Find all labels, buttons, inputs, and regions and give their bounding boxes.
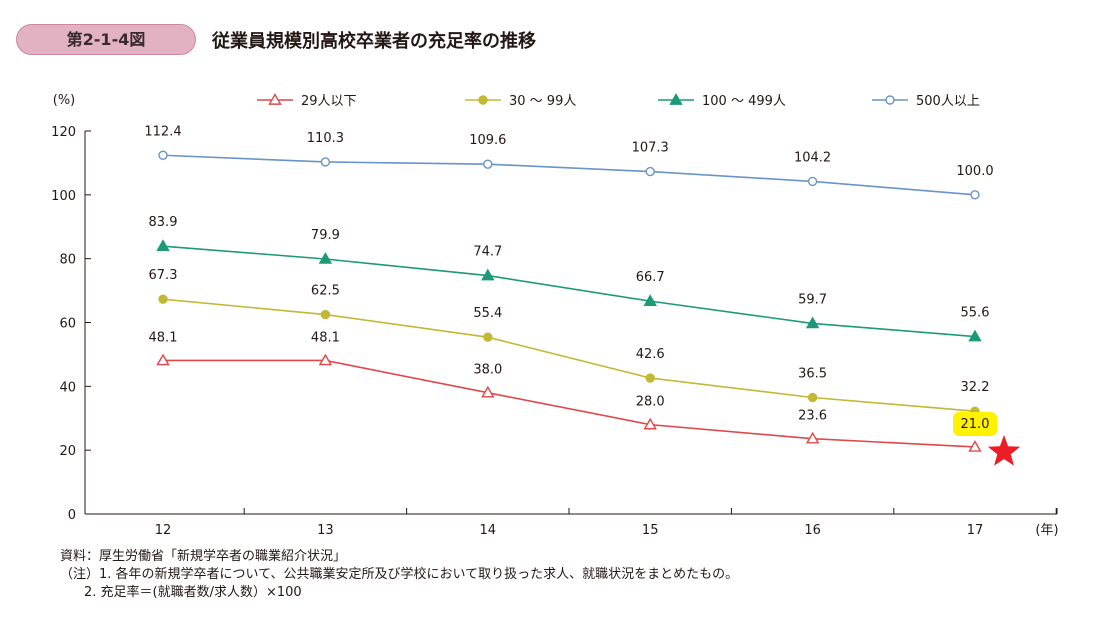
data-label: 23.6 bbox=[798, 409, 827, 424]
data-point bbox=[807, 392, 818, 403]
x-tick-label: 13 bbox=[317, 523, 334, 538]
data-point bbox=[483, 332, 493, 342]
legend-marker bbox=[268, 93, 282, 105]
data-label: 55.4 bbox=[473, 306, 502, 321]
data-point bbox=[158, 294, 168, 304]
y-axis-title: (%) bbox=[53, 93, 76, 108]
data-label: 55.6 bbox=[961, 306, 990, 321]
data-label: 62.5 bbox=[311, 284, 340, 299]
data-label: 21.0 bbox=[961, 417, 990, 432]
data-point bbox=[807, 176, 818, 187]
note-2: 2. 充足率＝(就職者数/求人数）×100 bbox=[84, 585, 302, 600]
data-label: 74.7 bbox=[473, 245, 502, 260]
series-line bbox=[162, 154, 976, 196]
chart-data-labels: 48.1 48.1 38.0 28.0 23.6 21.0 67.3 62.5 55.4 42.6… bbox=[144, 124, 997, 436]
line-chart: 0 20 40 60 80 100 120 (%) 12 13 14 15 16 17 (年) 29人以下 3… bbox=[51, 93, 1058, 538]
data-point bbox=[805, 431, 820, 444]
data-label: 38.0 bbox=[473, 363, 502, 378]
y-tick-label: 20 bbox=[59, 444, 76, 459]
y-tick-label: 0 bbox=[68, 508, 76, 523]
figure-number-badge: 第2-1-4図 bbox=[16, 24, 196, 55]
data-label: 112.4 bbox=[144, 124, 181, 139]
data-point bbox=[643, 417, 657, 430]
data-label: 107.3 bbox=[632, 141, 669, 156]
note-1: （注）1. 各年の新規学卒者について、公共職業安定所及び学校において取り扱った求… bbox=[60, 567, 739, 582]
data-label: 66.7 bbox=[636, 270, 665, 285]
data-label: 109.6 bbox=[469, 133, 506, 148]
data-label: 110.3 bbox=[307, 131, 344, 146]
data-point bbox=[643, 294, 657, 306]
chart-series bbox=[156, 150, 982, 452]
data-point bbox=[968, 329, 982, 342]
x-tick-label: 14 bbox=[480, 523, 497, 538]
legend-marker bbox=[478, 95, 488, 105]
legend-label: 29人以下 bbox=[301, 94, 357, 109]
figure-title: 従業員規模別高校卒業者の充足率の推移 bbox=[212, 31, 536, 52]
data-label: 67.3 bbox=[149, 268, 178, 283]
data-point bbox=[481, 268, 495, 281]
chart-axes: 0 20 40 60 80 100 120 (%) 12 13 14 15 16 17 (年) bbox=[51, 93, 1058, 538]
data-label: 100.0 bbox=[956, 164, 993, 179]
series-line bbox=[163, 359, 976, 448]
legend-marker bbox=[885, 95, 895, 105]
highlight-box bbox=[953, 411, 997, 436]
data-point bbox=[970, 190, 980, 200]
data-point bbox=[156, 353, 170, 366]
data-label: 48.1 bbox=[149, 330, 178, 345]
x-axis-title: (年) bbox=[1035, 523, 1058, 538]
y-tick-label: 120 bbox=[51, 125, 76, 140]
y-tick-label: 60 bbox=[59, 317, 76, 332]
chart-annotations bbox=[987, 435, 1021, 466]
chart-legend: 29人以下 30 ～ 99人 100 ～ 499人 500人以上 bbox=[257, 93, 980, 109]
x-tick-label: 12 bbox=[155, 523, 172, 538]
series-line bbox=[162, 245, 976, 338]
x-tick-label: 17 bbox=[967, 523, 984, 538]
data-point bbox=[318, 252, 333, 264]
data-point bbox=[805, 316, 820, 329]
y-tick-label: 40 bbox=[59, 380, 76, 395]
legend-label: 100 ～ 499人 bbox=[702, 94, 786, 109]
legend-label: 30 ～ 99人 bbox=[509, 94, 576, 109]
data-label: 59.7 bbox=[798, 292, 827, 307]
data-label: 104.2 bbox=[794, 150, 831, 165]
data-point bbox=[156, 239, 170, 252]
figure-notes: 資料：厚生労働省「新規学卒者の職業紹介状況」 （注）1. 各年の新規学卒者につい… bbox=[60, 548, 738, 602]
data-label: 79.9 bbox=[311, 228, 340, 243]
data-point bbox=[645, 166, 655, 177]
data-label: 28.0 bbox=[636, 395, 665, 410]
star-icon bbox=[987, 435, 1021, 466]
data-point bbox=[968, 440, 982, 452]
data-label: 83.9 bbox=[149, 215, 178, 230]
data-point bbox=[483, 159, 493, 169]
data-label: 48.1 bbox=[311, 330, 340, 345]
data-point bbox=[318, 353, 333, 366]
y-tick-label: 100 bbox=[51, 189, 76, 204]
data-point bbox=[158, 150, 168, 160]
data-point bbox=[320, 157, 331, 167]
data-label: 42.6 bbox=[636, 347, 665, 362]
x-tick-label: 15 bbox=[642, 523, 659, 538]
y-tick-label: 80 bbox=[59, 253, 76, 268]
data-point bbox=[645, 373, 655, 383]
x-tick-label: 16 bbox=[804, 523, 821, 538]
source-note: 資料：厚生労働省「新規学卒者の職業紹介状況」 bbox=[60, 549, 347, 564]
data-label: 36.5 bbox=[798, 367, 827, 382]
legend-marker bbox=[669, 93, 683, 105]
legend-label: 500人以上 bbox=[916, 94, 980, 109]
data-point bbox=[481, 385, 495, 398]
series-line bbox=[162, 298, 976, 413]
data-point bbox=[320, 309, 331, 320]
data-label: 32.2 bbox=[961, 380, 990, 395]
